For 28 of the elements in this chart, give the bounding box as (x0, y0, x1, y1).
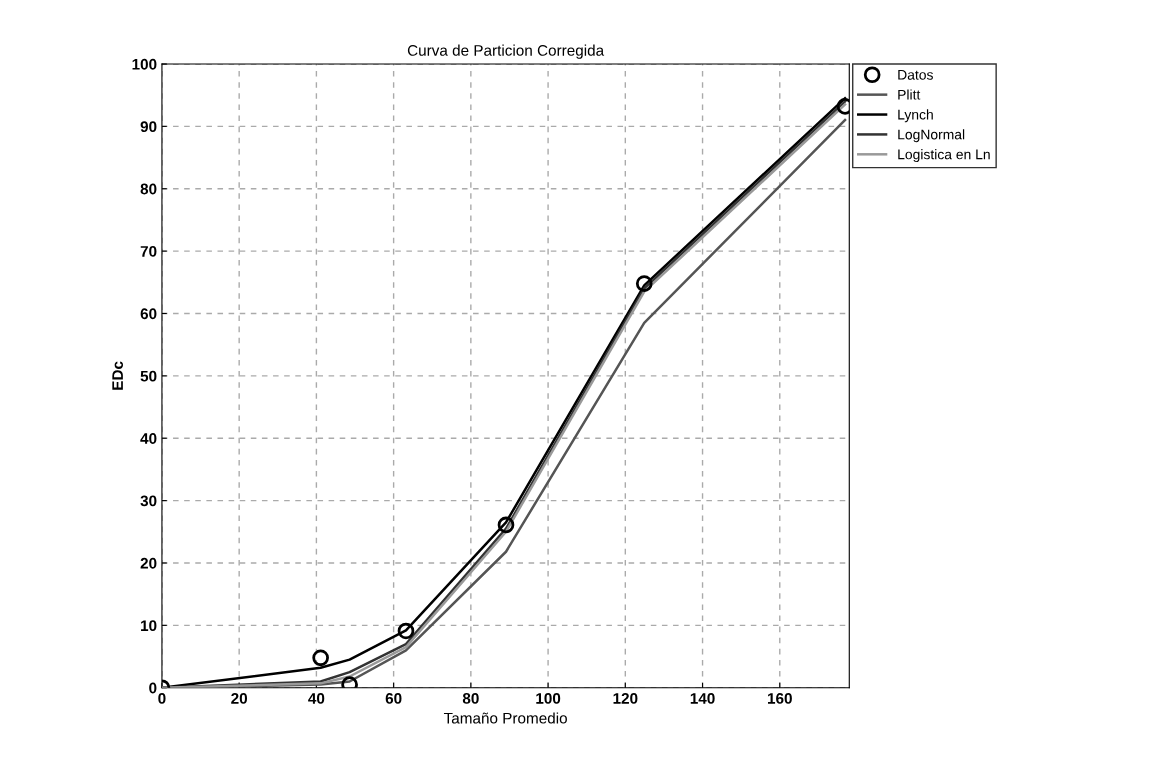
legend-label: Lynch (898, 109, 933, 123)
x-tick-label: 140 (690, 693, 715, 704)
x-tick-label: 0 (158, 693, 166, 704)
y-tick-label: 100 (132, 58, 157, 70)
legend-label: Logistica en Ln (898, 149, 990, 163)
y-tick-label: 30 (140, 495, 157, 507)
y-axis-title: EDc (112, 361, 124, 390)
legend-label: LogNormal (898, 129, 965, 143)
x-tick-label: 40 (308, 693, 325, 704)
legend-label: Plitt (898, 89, 921, 100)
y-tick-label: 20 (140, 557, 157, 569)
x-tick-label: 120 (613, 693, 638, 704)
y-tick-label: 10 (141, 620, 157, 632)
y-tick-label: 80 (140, 183, 157, 195)
y-tick-label: 0 (149, 682, 157, 694)
y-tick-label: 70 (140, 245, 157, 257)
x-axis-title: Tamaño Promedio (443, 712, 567, 724)
x-tick-label: 100 (536, 693, 561, 704)
x-tick-label: 20 (231, 693, 248, 704)
x-tick-label: 160 (768, 693, 792, 704)
x-tick-label: 60 (385, 693, 402, 704)
y-tick-label: 50 (140, 370, 157, 382)
legend-label: Datos (898, 70, 933, 80)
y-tick-label: 60 (140, 308, 157, 320)
x-tick-label: 80 (462, 693, 479, 704)
chart-title: Curva de Particion Corregida (407, 44, 605, 59)
y-tick-label: 90 (140, 121, 157, 133)
y-tick-label: 40 (140, 433, 157, 444)
